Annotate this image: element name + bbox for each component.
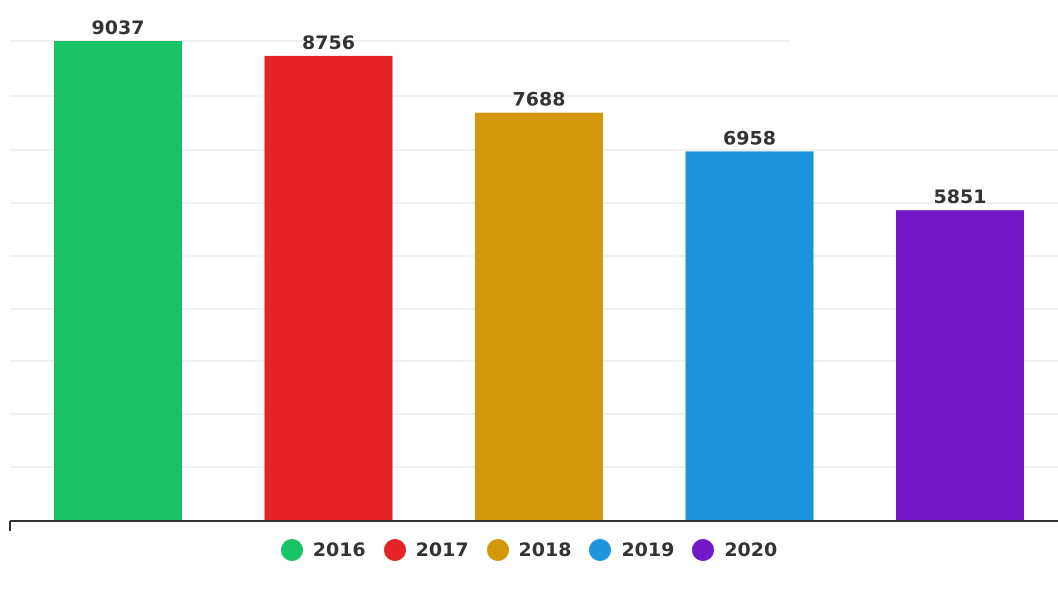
legend-label: 2020: [724, 539, 778, 561]
data-label-2019: 6958: [723, 127, 776, 149]
legend-item-2020: 2020: [692, 539, 777, 561]
legend: 2016 2017 2018 2019 2020: [0, 530, 1058, 570]
legend-label: 2019: [621, 539, 675, 561]
legend-label: 2017: [415, 539, 469, 561]
legend-swatch: [486, 539, 509, 561]
legend-item-2018: 2018: [486, 539, 572, 561]
legend-item-2017: 2017: [383, 539, 469, 561]
bars: [54, 41, 1024, 522]
bar-2016: [54, 41, 182, 521]
legend-item-2016: 2016: [280, 539, 366, 561]
data-labels: 9037 8756 7688 6958 5851: [92, 17, 987, 208]
bar-chart: 9037 8756 7688 6958 5851: [9, 17, 1058, 531]
data-label-2018: 7688: [513, 89, 566, 111]
bar-2019: [685, 151, 814, 521]
bar-2018: [475, 112, 603, 521]
legend-item-2019: 2019: [589, 539, 674, 561]
bar-2017: [264, 55, 393, 522]
bar-2020: [896, 210, 1024, 521]
legend-label: 2016: [312, 539, 366, 561]
data-label-2020: 5851: [934, 186, 987, 208]
legend-swatch: [589, 539, 612, 561]
data-label-2016: 9037: [92, 17, 145, 39]
legend-swatch: [692, 539, 715, 561]
legend-swatch: [383, 539, 406, 561]
x-axis: [9, 520, 1058, 531]
legend-swatch: [280, 539, 303, 561]
legend-label: 2018: [518, 539, 572, 561]
data-label-2017: 8756: [302, 32, 355, 54]
